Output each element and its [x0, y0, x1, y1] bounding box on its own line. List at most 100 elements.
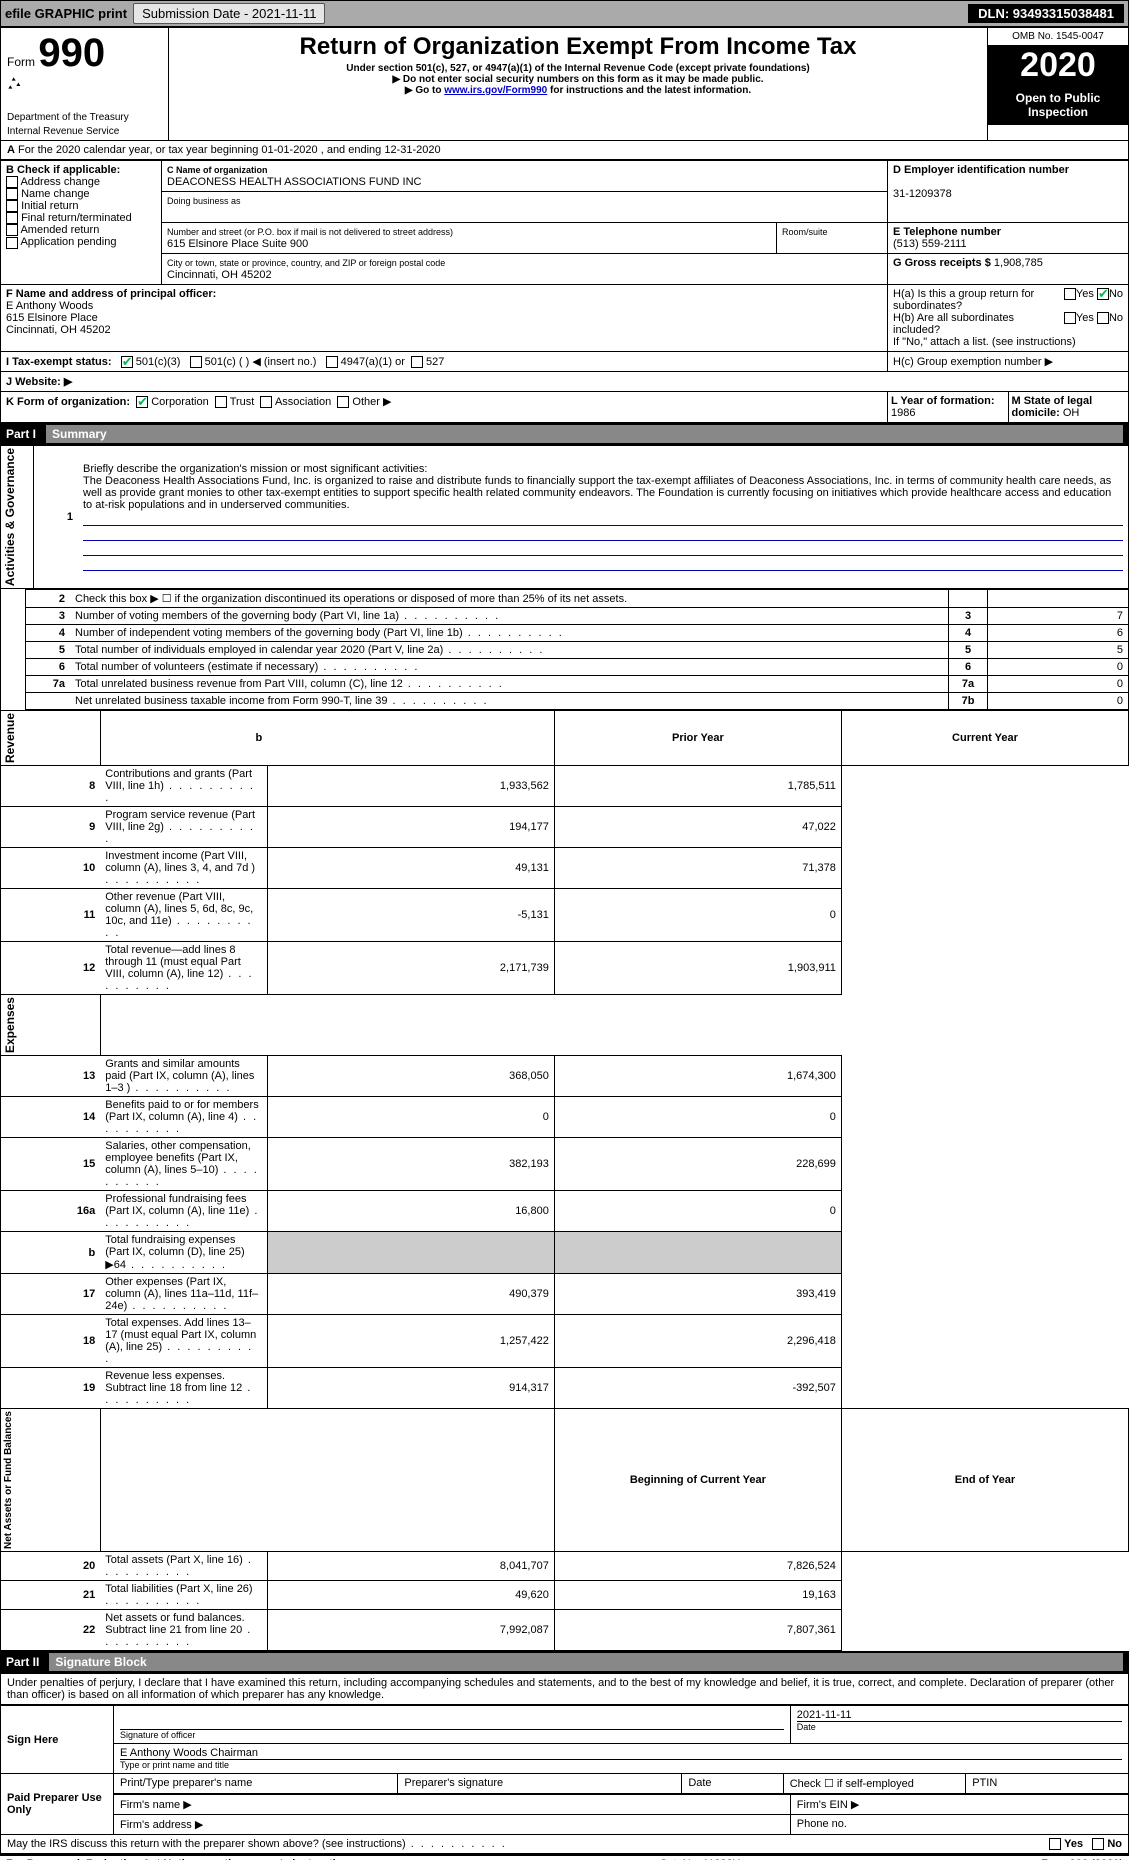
cb-527[interactable]: [411, 356, 423, 368]
city-lbl: City or town, state or province, country…: [167, 258, 445, 268]
cb-trust[interactable]: [215, 396, 227, 408]
row-idx: 7a: [949, 676, 988, 693]
row-curr: 0: [554, 1191, 841, 1232]
cb-501c[interactable]: [190, 356, 202, 368]
may-yes[interactable]: [1049, 1838, 1061, 1850]
prep-sig-lbl: Preparer's signature: [398, 1774, 682, 1794]
row-prior: 194,177: [267, 807, 554, 848]
row-val: 6: [988, 625, 1129, 642]
form-number: 990: [38, 31, 105, 75]
cb-initial[interactable]: [6, 200, 18, 212]
firm-addr-lbl: Firm's address ▶: [114, 1815, 791, 1835]
j-lbl: J Website: ▶: [1, 372, 1129, 392]
row-num: 15: [1, 1138, 101, 1191]
officer-name: E Anthony Woods: [6, 300, 93, 312]
paid-preparer-label: Paid Preparer Use Only: [1, 1774, 114, 1835]
opt-name: Name change: [21, 188, 90, 200]
ha-no[interactable]: [1097, 288, 1109, 300]
col-prior: Prior Year: [554, 711, 841, 766]
cb-address-change[interactable]: [6, 176, 18, 188]
submission-date-button[interactable]: Submission Date - 2021-11-11: [133, 3, 325, 24]
row-desc: Total number of volunteers (estimate if …: [70, 659, 949, 676]
goto-prefix: Go to: [405, 85, 444, 96]
form-label: Form: [7, 55, 35, 69]
row-desc: Total liabilities (Part X, line 26): [100, 1581, 267, 1610]
row-num: 12: [1, 942, 101, 995]
row-idx: 3: [949, 608, 988, 625]
tax-year: 2020: [1020, 46, 1096, 84]
row-curr: 1,785,511: [554, 766, 841, 807]
row1-lbl: Briefly describe the organization's miss…: [83, 463, 427, 475]
row-prior: -5,131: [267, 889, 554, 942]
hb-no[interactable]: [1097, 312, 1109, 324]
prep-ptin-lbl: PTIN: [966, 1774, 1128, 1794]
cb-other[interactable]: [337, 396, 349, 408]
phone: (513) 559-2111: [893, 238, 967, 250]
row-val: 0: [988, 676, 1129, 693]
cb-corp[interactable]: [136, 396, 148, 408]
row-idx: 4: [949, 625, 988, 642]
k-o1: Corporation: [151, 396, 208, 408]
row-curr: 47,022: [554, 807, 841, 848]
opt-address: Address change: [20, 176, 100, 188]
cb-4947[interactable]: [326, 356, 338, 368]
opt-initial: Initial return: [21, 200, 78, 212]
footer-mid: Cat. No. 11282Y: [659, 1858, 740, 1860]
row-idx: 7b: [949, 693, 988, 710]
ein: 31-1209378: [893, 188, 952, 200]
ha-lbl: H(a) Is this a group return for subordin…: [893, 288, 1053, 312]
hb-yes[interactable]: [1064, 312, 1076, 324]
cb-final[interactable]: [6, 212, 18, 224]
row-a-prefix: A: [7, 144, 15, 156]
gov-table: 2 Check this box ▶ ☐ if the organization…: [0, 589, 1129, 710]
row-num: 7a: [26, 676, 71, 693]
sig-officer-lbl: Signature of officer: [120, 1729, 784, 1740]
row-val: 7: [988, 608, 1129, 625]
opt-amended: Amended return: [20, 224, 99, 236]
summary-table: Activities & Governance 1 Briefly descri…: [0, 445, 1129, 589]
c-name-lbl: C Name of organization: [167, 165, 268, 175]
row-prior: 1,933,562: [267, 766, 554, 807]
ha-yes[interactable]: [1064, 288, 1076, 300]
prep-self-lbl: Check ☐ if self-employed: [783, 1774, 966, 1794]
row-curr: -392,507: [554, 1368, 841, 1409]
top-bar: efile GRAPHIC print Submission Date - 20…: [0, 0, 1129, 27]
row-num: 3: [26, 608, 71, 625]
row-a-text: For the 2020 calendar year, or tax year …: [18, 144, 441, 156]
irs-label: Internal Revenue Service: [7, 126, 119, 137]
row-num: [26, 693, 71, 710]
rev-exp-table: Revenue b Prior Year Current Year 8 Cont…: [0, 710, 1129, 1651]
row-val: 0: [988, 659, 1129, 676]
row-desc: Check this box ▶ ☐ if the organization d…: [70, 590, 949, 608]
f-lbl: F Name and address of principal officer:: [6, 288, 216, 300]
i-o3: 4947(a)(1) or: [341, 356, 405, 368]
col-curr: Current Year: [841, 711, 1128, 766]
cb-assoc[interactable]: [260, 396, 272, 408]
row-desc: Other revenue (Part VIII, column (A), li…: [100, 889, 267, 942]
row-prior: 7,992,087: [267, 1610, 554, 1651]
row-prior: 382,193: [267, 1138, 554, 1191]
hc-lbl: H(c) Group exemption number ▶: [888, 352, 1129, 372]
part-i-title: Summary: [46, 425, 1123, 443]
cb-501c3[interactable]: [121, 356, 133, 368]
may-no[interactable]: [1092, 1838, 1104, 1850]
sign-here-label: Sign Here: [1, 1706, 114, 1774]
no: No: [1109, 288, 1123, 300]
row-prior: 49,131: [267, 848, 554, 889]
part-ii-lbl: Part II: [6, 1655, 49, 1669]
cb-name-change[interactable]: [6, 188, 18, 200]
row-prior: 0: [267, 1097, 554, 1138]
footer: For Paperwork Reduction Act Notice, see …: [0, 1854, 1129, 1860]
k-o4: Other ▶: [352, 396, 391, 408]
firm-phone-lbl: Phone no.: [790, 1815, 1128, 1835]
cb-amended[interactable]: [6, 224, 18, 236]
side-governance: Activities & Governance: [1, 446, 19, 588]
form990-link[interactable]: www.irs.gov/Form990: [444, 85, 547, 96]
cb-pending[interactable]: [6, 237, 18, 249]
may-discuss: May the IRS discuss this return with the…: [7, 1838, 406, 1850]
street: 615 Elsinore Place Suite 900: [167, 238, 308, 250]
row-desc: Benefits paid to or for members (Part IX…: [100, 1097, 267, 1138]
city: Cincinnati, OH 45202: [167, 269, 272, 281]
row-prior: [267, 1232, 554, 1274]
i-o4: 527: [426, 356, 444, 368]
